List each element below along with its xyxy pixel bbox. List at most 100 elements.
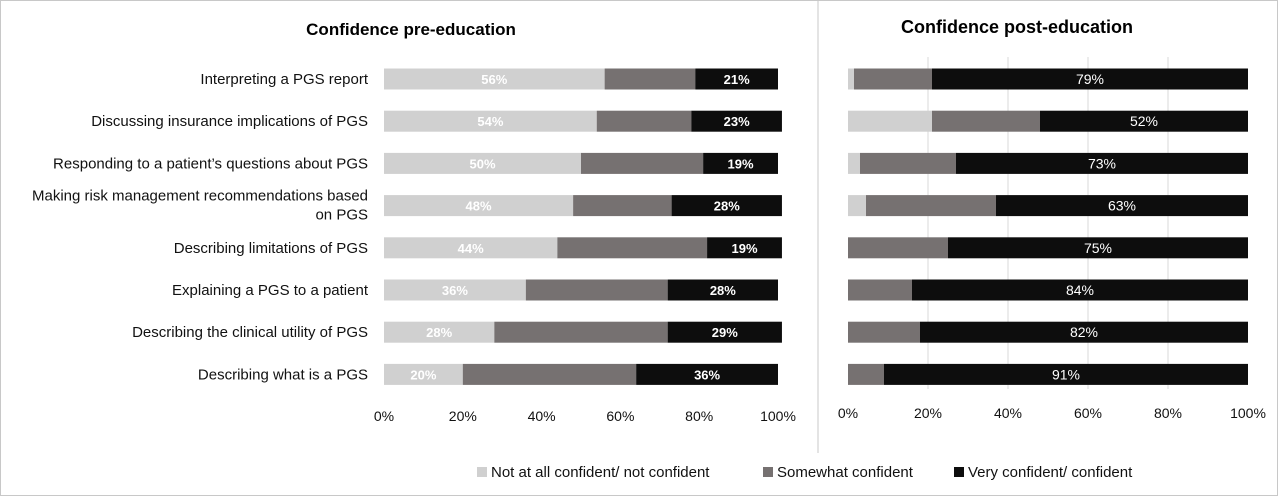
bar-segment (596, 110, 692, 132)
bar-segment (860, 152, 956, 174)
bar-segment (384, 237, 558, 259)
data-label: 36% (442, 283, 468, 298)
bar-segment (525, 279, 668, 301)
category-label: Describing the clinical utility of PGS (132, 324, 368, 341)
legend-swatch (763, 467, 773, 477)
bar-segment (667, 321, 782, 343)
bar-segment (848, 237, 948, 259)
bar-segment (866, 195, 996, 217)
tick-label: 40% (994, 405, 1022, 421)
bar-segment (920, 321, 1248, 343)
data-label: 23% (724, 114, 750, 129)
category-label: Describing what is a PGS (198, 366, 368, 383)
bar-segment (956, 152, 1248, 174)
pre-education-plot: 56% 21% 54% 23% 50% 19% 48% 28% 44% 19% 36% 28% 28% 2… (32, 68, 796, 424)
bar-segment (581, 152, 704, 174)
bar-segment (604, 68, 696, 90)
category-label: Discussing insurance implications of PGS (91, 113, 368, 130)
bar-segment (703, 152, 778, 174)
bar-segment (691, 110, 782, 132)
bar-segment (848, 68, 854, 90)
tick-label: 100% (760, 408, 796, 424)
bar-segment (848, 321, 920, 343)
data-label: 54% (477, 114, 503, 129)
data-label: 29% (712, 325, 738, 340)
bar-segment (384, 321, 495, 343)
data-label: 36% (694, 367, 720, 382)
data-label: 84% (1066, 282, 1094, 298)
legend-label: Somewhat confident (777, 464, 914, 481)
category-label: Interpreting a PGS report (200, 71, 368, 88)
bar-segment (996, 195, 1248, 217)
bar-segment (384, 110, 597, 132)
bar-segment (932, 68, 1248, 90)
tick-label: 20% (449, 408, 477, 424)
data-label: 19% (731, 241, 757, 256)
data-label: 79% (1076, 71, 1104, 87)
data-label: 21% (724, 72, 750, 87)
bar-segment (636, 363, 778, 385)
data-label: 52% (1130, 113, 1158, 129)
tick-label: 80% (1154, 405, 1182, 421)
bar-segment (384, 279, 526, 301)
legend: Not at all confident/ not confident Somew… (477, 464, 1133, 481)
tick-label: 60% (606, 408, 634, 424)
bar-segment (384, 363, 463, 385)
bar-segment (1040, 110, 1248, 132)
bar-segment (384, 195, 574, 217)
bar-segment (848, 363, 884, 385)
data-label: 28% (710, 283, 736, 298)
bar-segment (573, 195, 672, 217)
bar-segment (848, 279, 912, 301)
tick-label: 60% (1074, 405, 1102, 421)
chart-title-pre: Confidence pre-education (306, 20, 516, 39)
data-label: 75% (1084, 240, 1112, 256)
bar-segment (384, 68, 605, 90)
legend-swatch (954, 467, 964, 477)
bar-segment (671, 195, 782, 217)
data-label: 73% (1088, 155, 1116, 171)
data-label: 28% (714, 199, 740, 214)
data-label: 44% (458, 241, 484, 256)
data-label: 82% (1070, 324, 1098, 340)
tick-label: 0% (838, 405, 858, 421)
category-label: Explaining a PGS to a patient (172, 282, 369, 299)
bar-segment (695, 68, 778, 90)
tick-label: 100% (1230, 405, 1266, 421)
tick-label: 40% (528, 408, 556, 424)
bar-segment (494, 321, 668, 343)
post-education-plot: 79% 52% 73% 63% 75% 84% 82% 91% 0% 20% 40% 60% 80% 10… (838, 57, 1266, 421)
bar-segment (854, 68, 932, 90)
bar-segment (557, 237, 708, 259)
data-label: 48% (466, 199, 492, 214)
data-label: 19% (728, 156, 754, 171)
category-label: Describing limitations of PGS (174, 240, 368, 257)
legend-label: Very confident/ confident (968, 464, 1133, 481)
bar-segment (884, 363, 1248, 385)
data-label: 63% (1108, 198, 1136, 214)
bar-segment (848, 110, 932, 132)
data-label: 20% (410, 367, 436, 382)
tick-label: 0% (374, 408, 394, 424)
bar-segment (948, 237, 1248, 259)
category-label: Responding to a patient’s questions abou… (53, 155, 368, 172)
data-label: 56% (481, 72, 507, 87)
bar-segment (848, 152, 860, 174)
data-label: 91% (1052, 366, 1080, 382)
legend-swatch (477, 467, 487, 477)
chart-title-post: Confidence post-education (901, 17, 1133, 37)
bar-segment (384, 152, 581, 174)
data-label: 50% (469, 156, 495, 171)
tick-label: 20% (914, 405, 942, 421)
bar-segment (932, 110, 1040, 132)
bar-segment (667, 279, 778, 301)
bar-segment (912, 279, 1248, 301)
bar-segment (462, 363, 637, 385)
data-label: 28% (426, 325, 452, 340)
tick-label: 80% (685, 408, 713, 424)
category-label: Making risk management recommendations b… (32, 188, 368, 224)
bar-segment (848, 195, 866, 217)
legend-label: Not at all confident/ not confident (491, 464, 710, 481)
